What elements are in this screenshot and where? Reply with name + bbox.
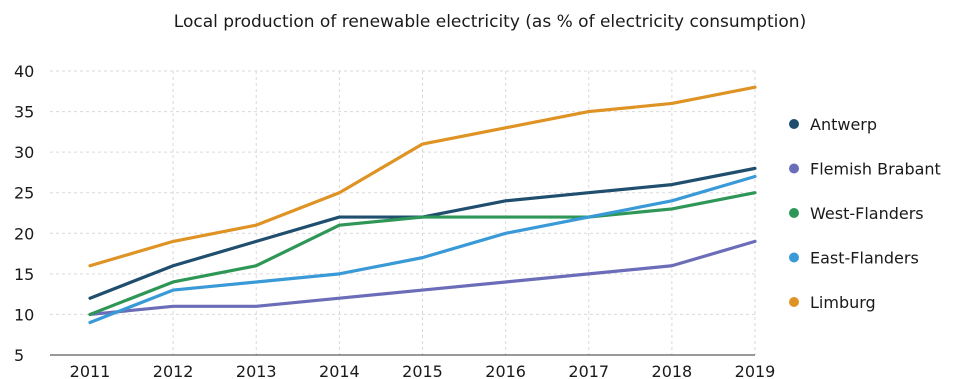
- legend-item-east-flanders[interactable]: East-Flanders: [789, 249, 919, 268]
- legend-item-limburg[interactable]: Limburg: [789, 293, 876, 312]
- legend-marker: [789, 297, 799, 307]
- legend: Antwerp Flemish Brabant West-Flanders East-…: [789, 115, 941, 312]
- legend-label: Antwerp: [810, 115, 877, 134]
- y-tick-label: 35: [14, 103, 34, 122]
- legend-marker: [789, 208, 799, 218]
- legend-item-west-flanders[interactable]: West-Flanders: [789, 204, 924, 223]
- gridlines: [50, 70, 756, 355]
- legend-marker: [789, 163, 799, 174]
- x-tick-label: 2019: [735, 362, 776, 379]
- y-tick-label: 40: [14, 62, 34, 81]
- x-tick-label: 2018: [652, 362, 693, 379]
- series-line-limburg: [88, 85, 757, 268]
- x-tick-label: 2014: [319, 362, 360, 379]
- y-tick-label: 25: [14, 184, 34, 203]
- x-tick-label: 2017: [568, 362, 609, 379]
- y-tick-label: 15: [14, 265, 34, 284]
- series-line-flemish-brabant: [88, 239, 757, 317]
- y-tick-label: 30: [14, 143, 34, 162]
- axes: 5 10 15 20 25 30 35 40 2011 2012 2013 2014 2015 2016 2…: [14, 62, 775, 379]
- x-tick-label: 2012: [153, 362, 194, 379]
- chart-title: Local production of renewable electricit…: [174, 12, 806, 32]
- y-tick-label: 10: [14, 305, 34, 324]
- y-tick-label: 20: [14, 224, 34, 243]
- series-line-west-flanders: [88, 191, 757, 317]
- x-tick-label: 2016: [485, 362, 526, 379]
- x-tick-label: 2015: [402, 362, 443, 379]
- legend-item-flemish-brabant[interactable]: Flemish Brabant: [789, 160, 941, 179]
- legend-marker: [789, 252, 799, 263]
- legend-label: West-Flanders: [810, 204, 924, 223]
- series-line-east-flanders: [88, 174, 757, 325]
- legend-label: Flemish Brabant: [810, 160, 941, 179]
- y-tick-label: 5: [14, 346, 24, 365]
- x-tick-label: 2011: [70, 362, 111, 379]
- x-tick-label: 2013: [236, 362, 277, 379]
- legend-item-antwerp[interactable]: Antwerp: [789, 115, 877, 134]
- legend-label: Limburg: [810, 293, 876, 312]
- legend-label: East-Flanders: [810, 249, 919, 268]
- series-lines: [88, 85, 757, 325]
- legend-marker: [789, 119, 799, 129]
